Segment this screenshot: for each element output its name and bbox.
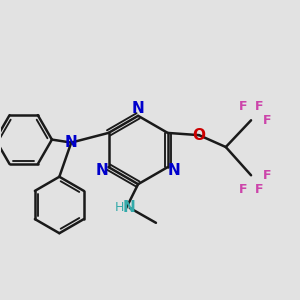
Text: O: O	[193, 128, 206, 142]
Text: N: N	[96, 163, 108, 178]
Text: F: F	[238, 183, 247, 196]
Text: F: F	[263, 114, 272, 127]
Text: N: N	[65, 135, 78, 150]
Text: N: N	[132, 101, 145, 116]
Text: F: F	[255, 183, 263, 196]
Text: F: F	[255, 100, 263, 112]
Text: N: N	[123, 200, 136, 215]
Text: H: H	[115, 202, 124, 214]
Text: F: F	[238, 100, 247, 112]
Text: N: N	[168, 163, 181, 178]
Text: F: F	[263, 169, 272, 182]
